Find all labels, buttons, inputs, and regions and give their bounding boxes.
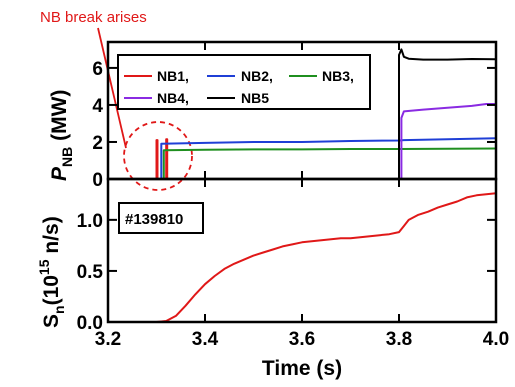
x-tick-label: 4.0 xyxy=(483,329,509,350)
legend-label-nb3: NB3, xyxy=(322,68,354,84)
power-series-line-4 xyxy=(108,103,496,180)
legend-label-nb4: NB4, xyxy=(157,90,189,106)
power-y-tick-label: 4 xyxy=(92,96,103,117)
x-axis-ticks: 3.2 3.4 3.6 3.8 4.0 xyxy=(95,42,509,350)
legend-entry-nb3: NB3, xyxy=(289,68,354,84)
power-y-axis-title: PNB (MW) xyxy=(48,90,75,181)
shot-label: #139810 xyxy=(125,211,183,228)
legend-label-nb2: NB2, xyxy=(241,68,273,84)
power-series-line-5 xyxy=(108,48,497,180)
power-y-tick-label: 6 xyxy=(92,59,103,80)
shot-label-box xyxy=(118,202,204,234)
neutron-y-ticks: 0.0 0.5 1.0 xyxy=(77,211,496,334)
neutron-y-tick-label: 0.0 xyxy=(77,313,103,334)
x-axis-title: Time (s) xyxy=(262,357,342,380)
neutron-y-title-sup: 15 xyxy=(36,259,52,275)
legend: NB1, NB2, NB3, NB4, NB5 xyxy=(117,54,371,110)
power-series-line-3 xyxy=(108,147,497,180)
annotation-text: NB break arises xyxy=(40,9,147,26)
power-y-title-rest: (MW) xyxy=(48,90,71,147)
neutron-y-title-open: (10 xyxy=(40,275,63,305)
x-tick-label: 3.4 xyxy=(192,329,219,350)
neutron-y-title-sub: n xyxy=(51,305,67,314)
power-y-tick-label: 0 xyxy=(92,170,103,191)
x-tick-label: 3.6 xyxy=(289,329,315,350)
power-y-title-sub: NB xyxy=(59,147,75,167)
power-y-title-main: P xyxy=(48,166,71,181)
neutron-series-group xyxy=(108,192,497,323)
legend-label-nb1: NB1, xyxy=(157,68,189,84)
power-panel: 0 2 4 6 NB1, NB2, NB3, NB4, NB5 xyxy=(48,40,498,191)
legend-label-nb5: NB5 xyxy=(241,90,269,106)
neutron-y-title-close: n/s) xyxy=(40,216,63,259)
neutron-y-tick-label: 0.5 xyxy=(77,262,104,283)
neutron-series-line-1 xyxy=(108,192,497,323)
annotation-circle xyxy=(123,121,193,191)
power-y-tick-label: 2 xyxy=(92,133,103,154)
neutron-y-tick-label: 1.0 xyxy=(77,211,103,232)
annotation-pointer xyxy=(97,27,127,149)
power-series-group xyxy=(108,48,497,180)
neutron-y-title-main: S xyxy=(40,314,63,328)
legend-entry-nb2: NB2, xyxy=(207,68,273,84)
x-tick-label: 3.8 xyxy=(386,329,412,350)
legend-entry-nb1: NB1, xyxy=(124,68,189,84)
legend-entry-nb4: NB4, xyxy=(124,90,189,106)
power-series-line-2 xyxy=(108,137,497,180)
neutron-panel-frame xyxy=(106,177,498,324)
neutron-y-axis-title: Sn(1015 n/s) xyxy=(36,216,67,328)
legend-entry-nb5: NB5 xyxy=(207,90,269,106)
legend-frame xyxy=(117,54,371,110)
x-tick-label: 3.2 xyxy=(95,329,121,350)
power-y-ticks: 0 2 4 6 xyxy=(92,59,496,191)
neutron-rate-panel: 0.0 0.5 1.0 3.2 3.4 3.6 3.8 4.0 #139810 Sn(101… xyxy=(36,42,509,380)
